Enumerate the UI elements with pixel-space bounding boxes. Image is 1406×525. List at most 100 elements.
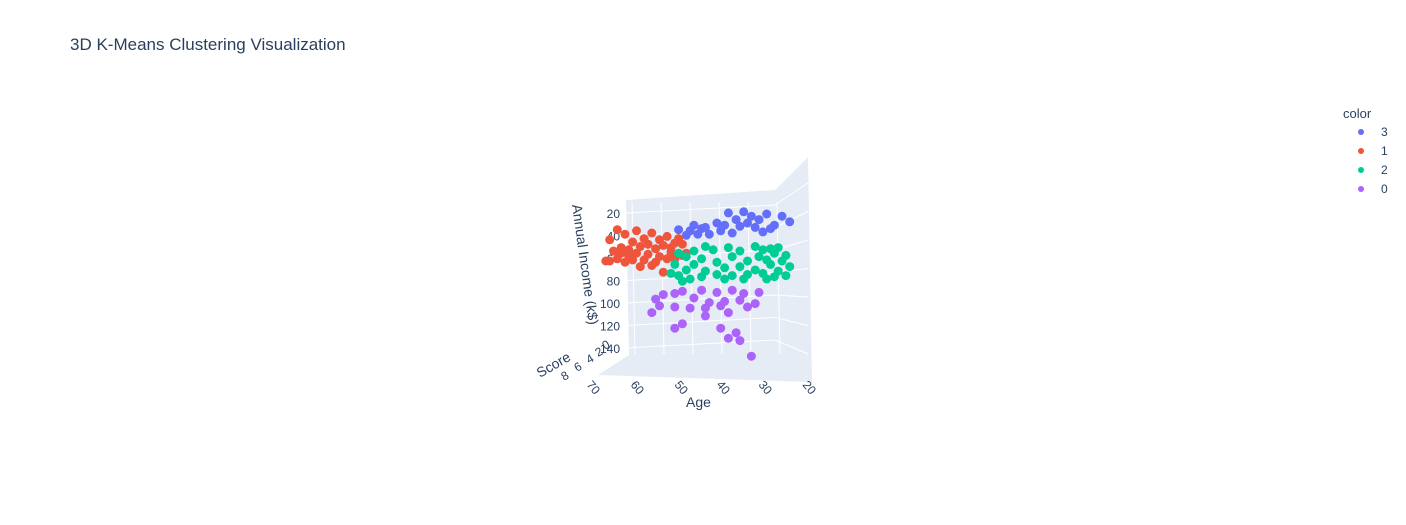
data-point-cluster-0 xyxy=(670,323,680,333)
data-point-cluster-0 xyxy=(689,293,699,303)
data-point-cluster-2 xyxy=(750,242,760,251)
data-point-cluster-3 xyxy=(681,230,691,240)
data-point-cluster-0 xyxy=(723,308,733,318)
data-point-cluster-1 xyxy=(632,248,641,258)
x-tick-label: 70 xyxy=(584,378,604,397)
data-point-cluster-2 xyxy=(739,274,749,284)
data-point-cluster-1 xyxy=(651,257,661,267)
data-point-cluster-0 xyxy=(735,336,745,346)
grid-line xyxy=(631,201,636,355)
data-point-cluster-0 xyxy=(739,289,749,298)
data-point-cluster-2 xyxy=(758,245,768,255)
data-point-cluster-3 xyxy=(739,207,749,217)
data-point-cluster-0 xyxy=(754,287,764,297)
y-axis-title: Annual Income (k$) xyxy=(569,203,602,325)
data-point-cluster-2 xyxy=(720,274,730,284)
data-point-cluster-2 xyxy=(762,274,772,284)
data-point-cluster-0 xyxy=(743,302,752,312)
data-point-cluster-1 xyxy=(624,245,634,255)
grid-line xyxy=(774,339,809,355)
data-point-cluster-2 xyxy=(712,270,722,279)
data-point-cluster-0 xyxy=(685,303,695,313)
x-tick-label: 40 xyxy=(714,378,734,397)
data-point-cluster-2 xyxy=(769,248,779,258)
data-point-cluster-2 xyxy=(697,272,707,282)
x-tick-label: 30 xyxy=(756,378,776,397)
data-point-cluster-2 xyxy=(723,243,733,253)
data-point-cluster-3 xyxy=(731,215,741,225)
data-point-cluster-1 xyxy=(632,226,641,236)
data-point-cluster-3 xyxy=(735,221,745,231)
legend-items: 3 1 2 0 xyxy=(1358,125,1388,196)
data-point-cluster-0 xyxy=(746,351,756,361)
data-point-cluster-2 xyxy=(681,265,691,275)
data-point-cluster-0 xyxy=(716,301,726,311)
data-point-cluster-2 xyxy=(689,259,699,269)
data-point-cluster-2 xyxy=(769,272,779,282)
legend-marker xyxy=(1358,129,1364,135)
data-point-cluster-0 xyxy=(658,290,668,300)
data-point-cluster-3 xyxy=(750,222,760,232)
grid-line xyxy=(625,339,776,349)
z-tick-label: 4 xyxy=(584,351,597,367)
data-point-cluster-2 xyxy=(681,252,691,262)
data-point-cluster-1 xyxy=(609,246,618,256)
data-point-cluster-1 xyxy=(605,235,615,245)
data-point-cluster-2 xyxy=(720,263,730,273)
data-point-cluster-0 xyxy=(697,285,707,295)
data-point-cluster-1 xyxy=(651,244,661,254)
data-point-cluster-3 xyxy=(762,209,772,219)
data-point-cluster-2 xyxy=(708,245,718,255)
data-point-cluster-1 xyxy=(674,234,684,244)
data-point-cluster-0 xyxy=(677,286,687,296)
data-point-cluster-1 xyxy=(639,255,649,265)
data-point-cluster-1 xyxy=(647,228,657,238)
data-point-cluster-2 xyxy=(685,274,695,284)
data-point-cluster-2 xyxy=(700,242,710,251)
data-point-cluster-3 xyxy=(727,228,737,238)
data-points xyxy=(601,207,795,361)
data-point-cluster-2 xyxy=(766,259,775,269)
z-tick-label: 6 xyxy=(572,359,585,375)
data-point-cluster-2 xyxy=(727,271,737,281)
data-point-cluster-1 xyxy=(620,229,630,239)
data-point-cluster-1 xyxy=(658,267,668,277)
y-tick-label: 20 xyxy=(607,207,621,221)
data-point-cluster-3 xyxy=(777,211,787,221)
data-point-cluster-3 xyxy=(712,218,722,228)
grid-line xyxy=(774,317,809,326)
legend-label: 0 xyxy=(1381,182,1388,196)
grid-line xyxy=(774,294,809,298)
data-point-cluster-2 xyxy=(754,252,764,262)
data-point-cluster-0 xyxy=(723,333,733,343)
data-point-cluster-1 xyxy=(658,240,668,250)
data-point-cluster-1 xyxy=(620,257,630,267)
data-point-cluster-1 xyxy=(635,262,645,272)
grid-line xyxy=(625,204,776,214)
grid-line xyxy=(660,201,665,355)
y-tick-label: 120 xyxy=(600,320,620,334)
x-axis-title: Age xyxy=(686,394,711,410)
data-point-cluster-0 xyxy=(670,302,680,312)
data-point-cluster-2 xyxy=(670,259,680,269)
data-point-cluster-2 xyxy=(743,256,752,266)
data-point-cluster-0 xyxy=(727,285,737,295)
legend-marker xyxy=(1358,148,1364,154)
data-point-cluster-2 xyxy=(697,254,707,264)
legend-label: 2 xyxy=(1381,163,1388,177)
data-point-cluster-3 xyxy=(785,217,795,227)
data-point-cluster-3 xyxy=(674,225,684,235)
data-point-cluster-0 xyxy=(731,328,741,338)
data-point-cluster-1 xyxy=(662,231,672,241)
data-point-cluster-0 xyxy=(716,323,726,333)
data-point-cluster-1 xyxy=(605,256,615,266)
data-point-cluster-3 xyxy=(693,229,703,239)
legend-label: 1 xyxy=(1381,144,1388,158)
data-point-cluster-1 xyxy=(612,254,622,264)
data-point-cluster-2 xyxy=(735,262,745,272)
data-point-cluster-2 xyxy=(712,257,722,267)
data-point-cluster-3 xyxy=(743,218,752,228)
data-point-cluster-1 xyxy=(662,254,672,264)
legend-marker xyxy=(1358,186,1364,192)
